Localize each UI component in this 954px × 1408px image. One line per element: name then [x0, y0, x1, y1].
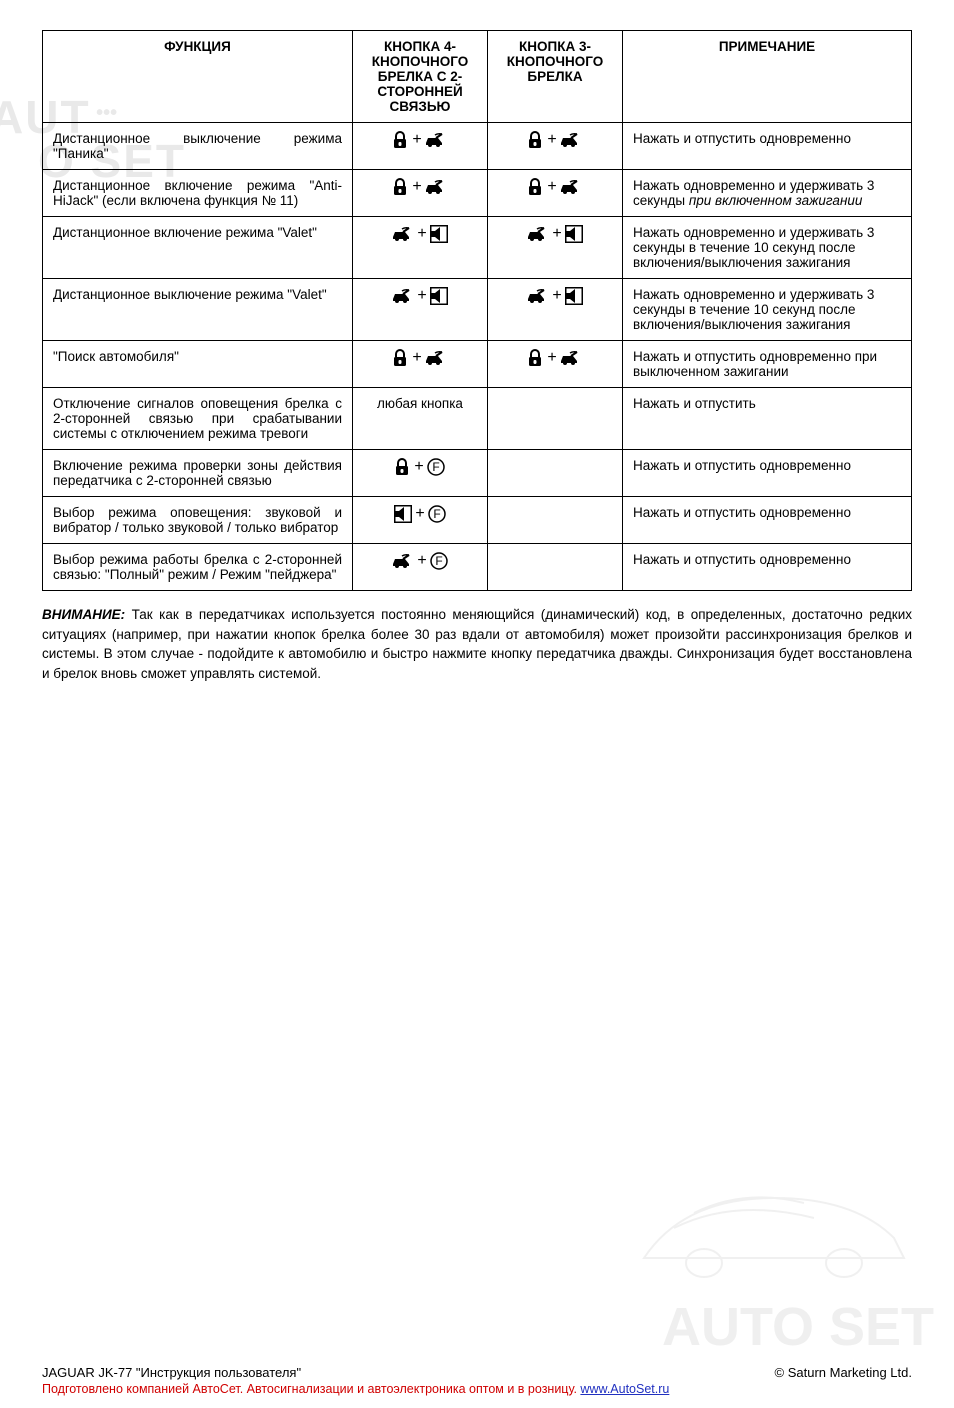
warning-lead: ВНИМАНИЕ:: [42, 607, 125, 622]
function-cell: Дистанционное включение режима "Valet": [43, 217, 353, 279]
page-footer: JAGUAR JK-77 "Инструкция пользователя" ©…: [42, 1365, 912, 1396]
function-cell: Дистанционное включение режима "Anti-HiJ…: [43, 170, 353, 217]
btn3-cell: [488, 544, 623, 591]
function-cell: "Поиск автомобиля": [43, 341, 353, 388]
trunk-icon: [425, 179, 447, 195]
footer-link[interactable]: www.AutoSet.ru: [580, 1382, 669, 1396]
btn3-cell: +: [488, 123, 623, 170]
mute-icon: [430, 287, 448, 305]
car-watermark: [634, 1158, 914, 1298]
lock-icon: [393, 349, 409, 367]
trunk-icon: [560, 350, 582, 366]
btn3-cell: [488, 497, 623, 544]
table-row: Отключение сигналов оповещения брелка с …: [43, 388, 912, 450]
btn3-cell: [488, 388, 623, 450]
trunk-icon: [560, 132, 582, 148]
note-cell: Нажать и отпустить одновременно: [623, 497, 912, 544]
f-icon: [427, 458, 445, 476]
btn4-cell: +: [353, 123, 488, 170]
header-function: ФУНКЦИЯ: [43, 31, 353, 123]
mute-icon: [565, 225, 583, 243]
footer-left: JAGUAR JK-77 "Инструкция пользователя": [42, 1365, 301, 1380]
function-cell: Включение режима проверки зоны действия …: [43, 450, 353, 497]
table-row: "Поиск автомобиля"++Нажать и отпустить о…: [43, 341, 912, 388]
note-cell: Нажать и отпустить одновременно при выкл…: [623, 341, 912, 388]
trunk-icon: [392, 226, 414, 242]
trunk-icon: [392, 553, 414, 569]
trunk-icon: [425, 132, 447, 148]
table-row: Выбор режима оповещения: звуковой и вибр…: [43, 497, 912, 544]
lock-icon: [393, 131, 409, 149]
function-cell: Дистанционное выключение режима "Valet": [43, 279, 353, 341]
table-row: Дистанционное включение режима "Valet"++…: [43, 217, 912, 279]
table-row: Дистанционное выключение режима "Valet"+…: [43, 279, 912, 341]
note-cell: Нажать одновременно и удерживать 3 секун…: [623, 170, 912, 217]
f-icon: [430, 552, 448, 570]
note-cell: Нажать и отпустить одновременно: [623, 544, 912, 591]
btn4-cell: +: [353, 497, 488, 544]
function-cell: Отключение сигналов оповещения брелка с …: [43, 388, 353, 450]
btn4-cell: +: [353, 279, 488, 341]
watermark-bottom: AUTO SET: [662, 1296, 934, 1358]
note-cell: Нажать и отпустить одновременно: [623, 450, 912, 497]
btn4-cell: любая кнопка: [353, 388, 488, 450]
function-cell: Дистанционное выключение режима "Паника": [43, 123, 353, 170]
btn3-cell: +: [488, 217, 623, 279]
footer-right: © Saturn Marketing Ltd.: [775, 1365, 912, 1380]
functions-table: ФУНКЦИЯ КНОПКА 4-КНОПОЧНОГО БРЕЛКА С 2-С…: [42, 30, 912, 591]
mute-icon: [565, 287, 583, 305]
note-cell: Нажать и отпустить одновременно: [623, 123, 912, 170]
btn3-cell: [488, 450, 623, 497]
f-icon: [428, 505, 446, 523]
note-cell: Нажать одновременно и удерживать 3 секун…: [623, 279, 912, 341]
mute-icon: [430, 225, 448, 243]
table-row: Включение режима проверки зоны действия …: [43, 450, 912, 497]
warning-body: Так как в передатчиках используется пост…: [42, 607, 912, 681]
trunk-icon: [560, 179, 582, 195]
footer-line2: Подготовлено компанией АвтоСет. Автосигн…: [42, 1382, 577, 1396]
btn3-cell: +: [488, 341, 623, 388]
trunk-icon: [425, 350, 447, 366]
warning-paragraph: ВНИМАНИЕ: Так как в передатчиках использ…: [42, 605, 912, 683]
btn4-cell: +: [353, 170, 488, 217]
note-cell: Нажать одновременно и удерживать 3 секун…: [623, 217, 912, 279]
lock-icon: [528, 131, 544, 149]
trunk-icon: [392, 288, 414, 304]
mute-icon: [394, 505, 412, 523]
header-note: ПРИМЕЧАНИЕ: [623, 31, 912, 123]
btn4-cell: +: [353, 217, 488, 279]
trunk-icon: [527, 226, 549, 242]
btn3-cell: +: [488, 279, 623, 341]
btn4-cell: +: [353, 544, 488, 591]
table-row: Дистанционное включение режима "Anti-HiJ…: [43, 170, 912, 217]
note-cell: Нажать и отпустить: [623, 388, 912, 450]
header-btn3: КНОПКА 3-КНОПОЧНОГО БРЕЛКА: [488, 31, 623, 123]
btn3-cell: +: [488, 170, 623, 217]
lock-icon: [528, 349, 544, 367]
table-row: Дистанционное выключение режима "Паника"…: [43, 123, 912, 170]
lock-icon: [395, 458, 411, 476]
header-btn4: КНОПКА 4-КНОПОЧНОГО БРЕЛКА С 2-СТОРОННЕЙ…: [353, 31, 488, 123]
trunk-icon: [527, 288, 549, 304]
lock-icon: [393, 178, 409, 196]
function-cell: Выбор режима оповещения: звуковой и вибр…: [43, 497, 353, 544]
table-row: Выбор режима работы брелка с 2-сторонней…: [43, 544, 912, 591]
lock-icon: [528, 178, 544, 196]
btn4-cell: +: [353, 341, 488, 388]
function-cell: Выбор режима работы брелка с 2-сторонней…: [43, 544, 353, 591]
btn4-cell: +: [353, 450, 488, 497]
